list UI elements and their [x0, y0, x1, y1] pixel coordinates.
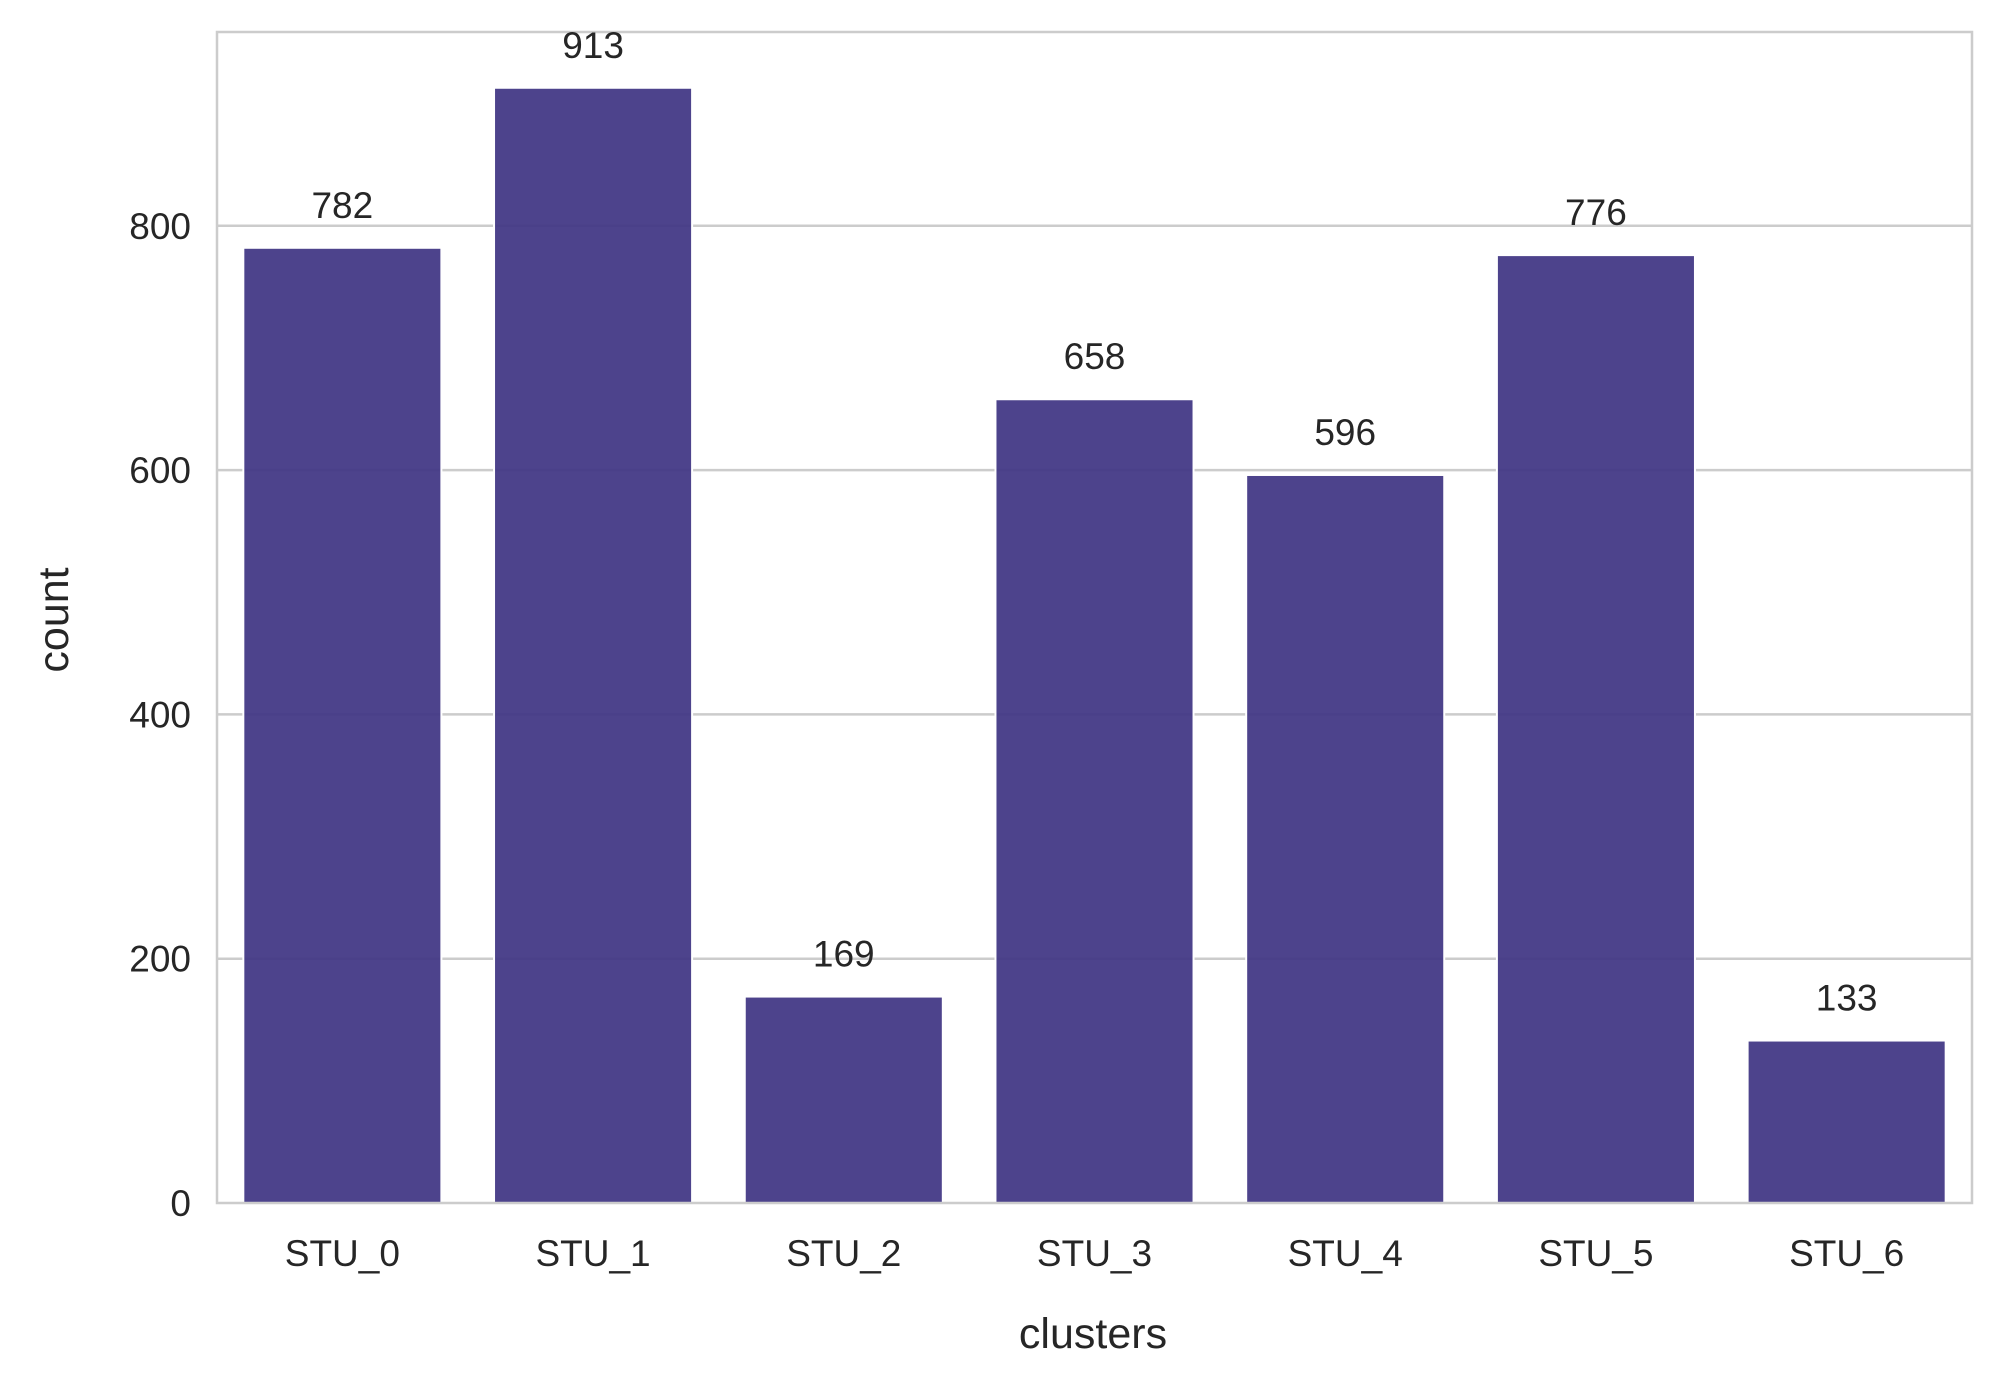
y-tick-label: 400 — [129, 694, 191, 735]
y-axis-label: count — [30, 567, 78, 672]
data-label: 658 — [1064, 336, 1126, 377]
data-label: 782 — [311, 185, 373, 226]
y-tick-label: 200 — [129, 939, 191, 980]
x-tick-label: STU_4 — [1288, 1233, 1403, 1274]
x-tick-label: STU_2 — [786, 1233, 901, 1274]
data-label: 776 — [1565, 192, 1627, 233]
plot-frame — [215, 30, 1974, 1205]
bar-stu-1 — [493, 86, 694, 1204]
y-tick-label: 800 — [129, 206, 191, 247]
x-tick-label: STU_0 — [285, 1233, 400, 1274]
data-labels: 782 913 169 658 596 776 133 — [311, 25, 1877, 1019]
bar-stu-3 — [994, 398, 1195, 1204]
bars — [242, 86, 1947, 1205]
data-label: 169 — [813, 934, 875, 975]
bar-stu-4 — [1245, 473, 1446, 1204]
x-axis-label: clusters — [1019, 1310, 1167, 1358]
y-axis-ticks: 0 200 400 600 800 — [129, 206, 191, 1224]
x-tick-label: STU_1 — [535, 1233, 650, 1274]
data-label: 596 — [1314, 412, 1376, 453]
x-tick-label: STU_6 — [1789, 1233, 1904, 1274]
bar-stu-0 — [242, 246, 443, 1204]
x-axis-ticks: STU_0 STU_1 STU_2 STU_3 STU_4 STU_5 STU_6 — [285, 1233, 1904, 1274]
y-tick-label: 0 — [170, 1183, 191, 1224]
bar-stu-2 — [743, 995, 944, 1204]
data-label: 133 — [1816, 978, 1878, 1019]
bar-stu-6 — [1746, 1039, 1947, 1205]
data-label: 913 — [562, 25, 624, 66]
x-tick-label: STU_3 — [1037, 1233, 1152, 1274]
bar-stu-5 — [1495, 254, 1696, 1204]
x-tick-label: STU_5 — [1538, 1233, 1653, 1274]
y-tick-label: 600 — [129, 450, 191, 491]
